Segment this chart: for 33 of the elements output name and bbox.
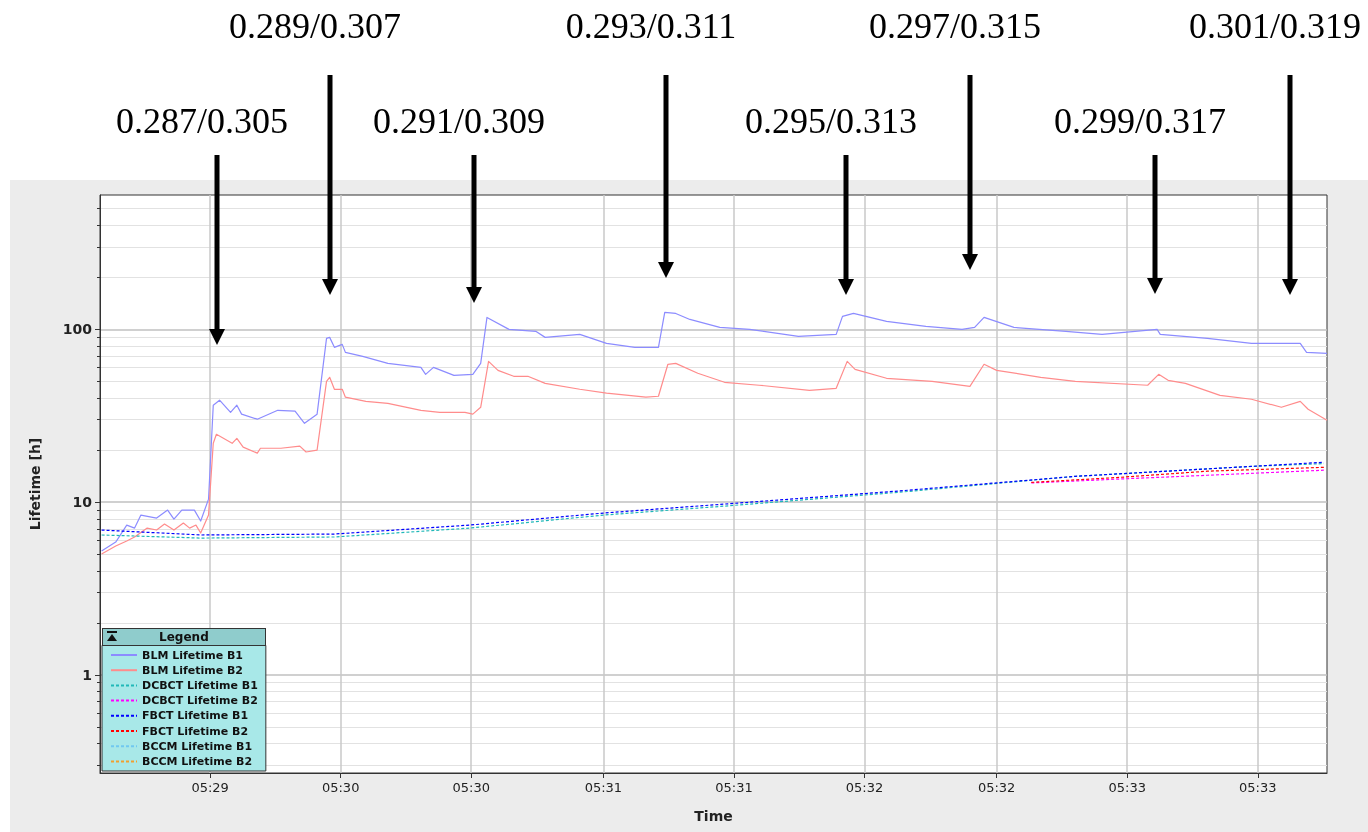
text: 0.299/0.317 [1053,101,1227,141]
text: 0.291/0.309 [372,101,546,141]
legend-label: DCBCT Lifetime B2 [142,694,258,708]
x-tick-label: 05:30 [452,780,490,795]
legend-title: Legend [159,629,209,644]
line-series [100,311,1328,552]
legend-label: BLM Lifetime B1 [142,648,244,662]
text: 0.293/0.311 [565,6,737,46]
x-tick-label: 05:31 [715,780,753,795]
x-tick-label: 05:33 [1239,780,1277,795]
x-axis-title: Time [694,808,733,824]
y-axis-title: Lifetime [h] [27,437,43,531]
y-tick-label: 1 [82,666,92,683]
y-tick-label: 10 [72,494,93,511]
text: 0.287/0.305 [115,101,289,141]
legend-label: FBCT Lifetime B1 [142,709,249,723]
x-tick-label: 05:32 [845,780,884,795]
text: 0.297/0.315 [868,6,1042,46]
text: 0.295/0.313 [744,101,918,141]
x-tick-label: 05:33 [1108,780,1146,795]
x-tick-label: 05:30 [321,780,360,795]
x-tick-label: 05:31 [584,780,623,795]
y-tick-label: 100 [62,321,93,338]
x-tick-label: 05:29 [191,780,229,795]
x-tick-label: 05:32 [977,780,1016,795]
legend-label: DCBCT Lifetime B1 [142,678,258,692]
legend-label: FBCT Lifetime B2 [142,724,249,738]
legend-label: BCCM Lifetime B1 [142,739,253,753]
line-series [100,360,1328,555]
text: 0.301/0.319 [1188,6,1362,46]
legend-label: BLM Lifetime B2 [142,663,244,677]
legend-label: BCCM Lifetime B2 [142,754,253,768]
text: 0.289/0.307 [228,6,402,46]
